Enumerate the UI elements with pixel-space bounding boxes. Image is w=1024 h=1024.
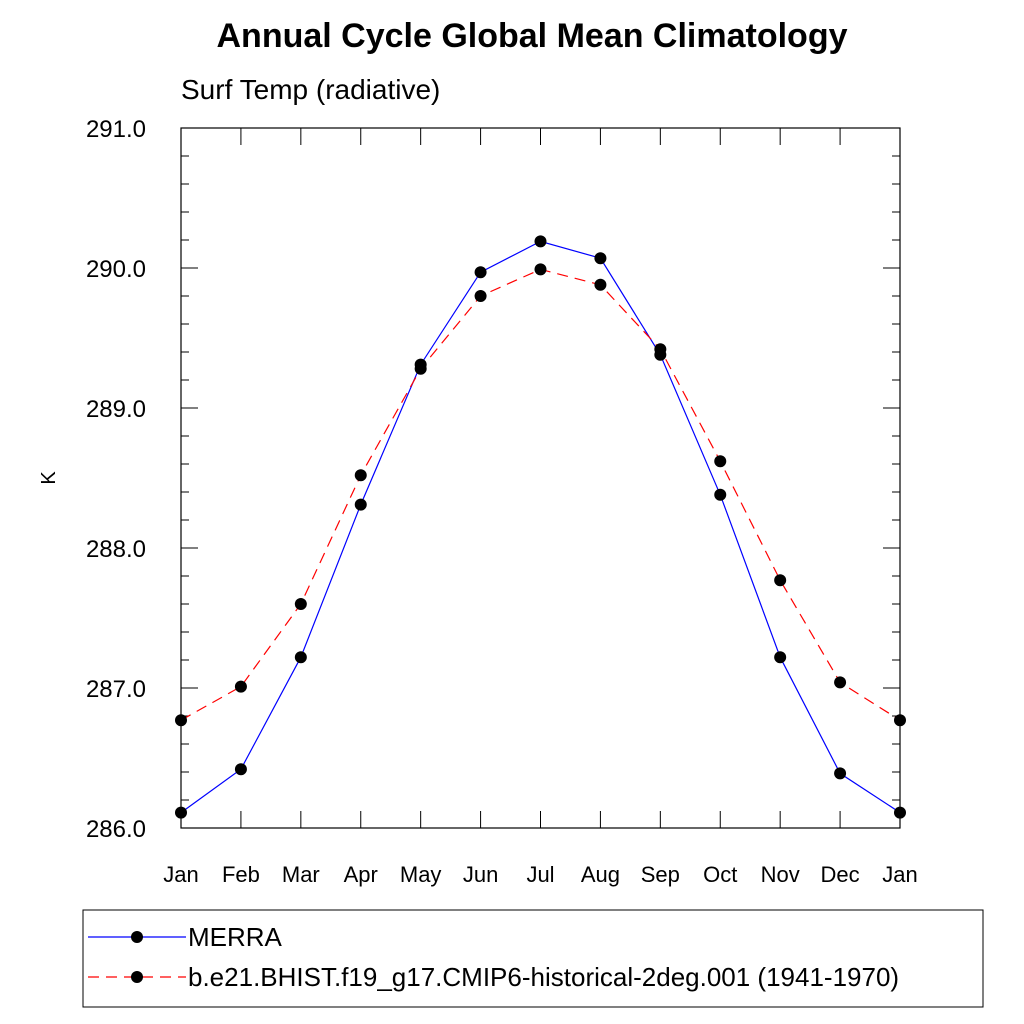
y-tick-label: 286.0 (86, 816, 146, 843)
x-tick-label: Feb (222, 862, 260, 887)
data-point (834, 676, 847, 689)
series-line (180, 240, 901, 814)
legend-marker (131, 971, 143, 983)
legend-label: b.e21.BHIST.f19_g17.CMIP6-historical-2de… (188, 962, 899, 992)
x-tick-label: Aug (581, 862, 620, 887)
x-tick-label: Dec (821, 862, 860, 887)
legend-box (82, 909, 984, 1008)
data-point (774, 651, 787, 664)
x-tick-label: May (400, 862, 442, 887)
data-point (354, 498, 367, 511)
data-point (234, 763, 247, 776)
legend-label: MERRA (188, 922, 283, 952)
data-point (894, 714, 906, 727)
x-tick-label: Mar (282, 862, 320, 887)
legend: MERRA b.e21.BHIST.f19_g17.CMIP6-historica… (88, 922, 899, 992)
data-point (654, 343, 667, 356)
x-tick-label: Nov (761, 862, 800, 887)
data-point (534, 235, 547, 248)
data-point (414, 362, 427, 375)
plot-frame (180, 127, 901, 829)
x-tick-labels: Jan Feb Mar Apr May Jun Jul Aug Sep Oct Nov Dec Jan (163, 862, 917, 887)
y-tick-label: 287.0 (86, 676, 146, 703)
data-point (594, 252, 607, 265)
x-tick-label: Sep (641, 862, 680, 887)
x-tick-label: Jun (463, 862, 498, 887)
y-tick-label: 291.0 (86, 116, 146, 143)
x-tick-label: Apr (344, 862, 378, 887)
y-tick-label: 288.0 (86, 536, 146, 563)
chart-subtitle: Surf Temp (radiative) (181, 74, 440, 105)
chart-title: Annual Cycle Global Mean Climatology (217, 17, 848, 55)
x-tick-label: Oct (703, 862, 737, 887)
y-tick-label: 289.0 (86, 396, 146, 423)
data-point (894, 806, 906, 819)
data-point (534, 263, 547, 276)
data-point (354, 469, 367, 482)
data-point (175, 806, 187, 819)
series-line (180, 268, 901, 721)
data-point (774, 574, 787, 587)
data-point (834, 767, 847, 780)
axis-ticks (180, 127, 901, 829)
x-tick-label: Jan (163, 862, 198, 887)
legend-marker (131, 931, 143, 943)
data-point (175, 714, 187, 727)
data-point (234, 680, 247, 693)
data-point (474, 290, 487, 302)
data-point (294, 651, 307, 664)
data-point (714, 488, 727, 501)
y-axis-label: K (38, 471, 60, 485)
data-point (474, 266, 487, 279)
y-tick-label: 290.0 (86, 256, 146, 283)
data-point (594, 278, 607, 291)
data-point (294, 598, 307, 610)
x-tick-label: Jul (526, 862, 554, 887)
x-tick-label: Jan (882, 862, 917, 887)
series-markers (175, 235, 906, 819)
data-point (714, 455, 727, 468)
series-lines (180, 240, 901, 814)
y-tick-labels: 286.0 287.0 288.0 289.0 290.0 291.0 (86, 116, 146, 843)
